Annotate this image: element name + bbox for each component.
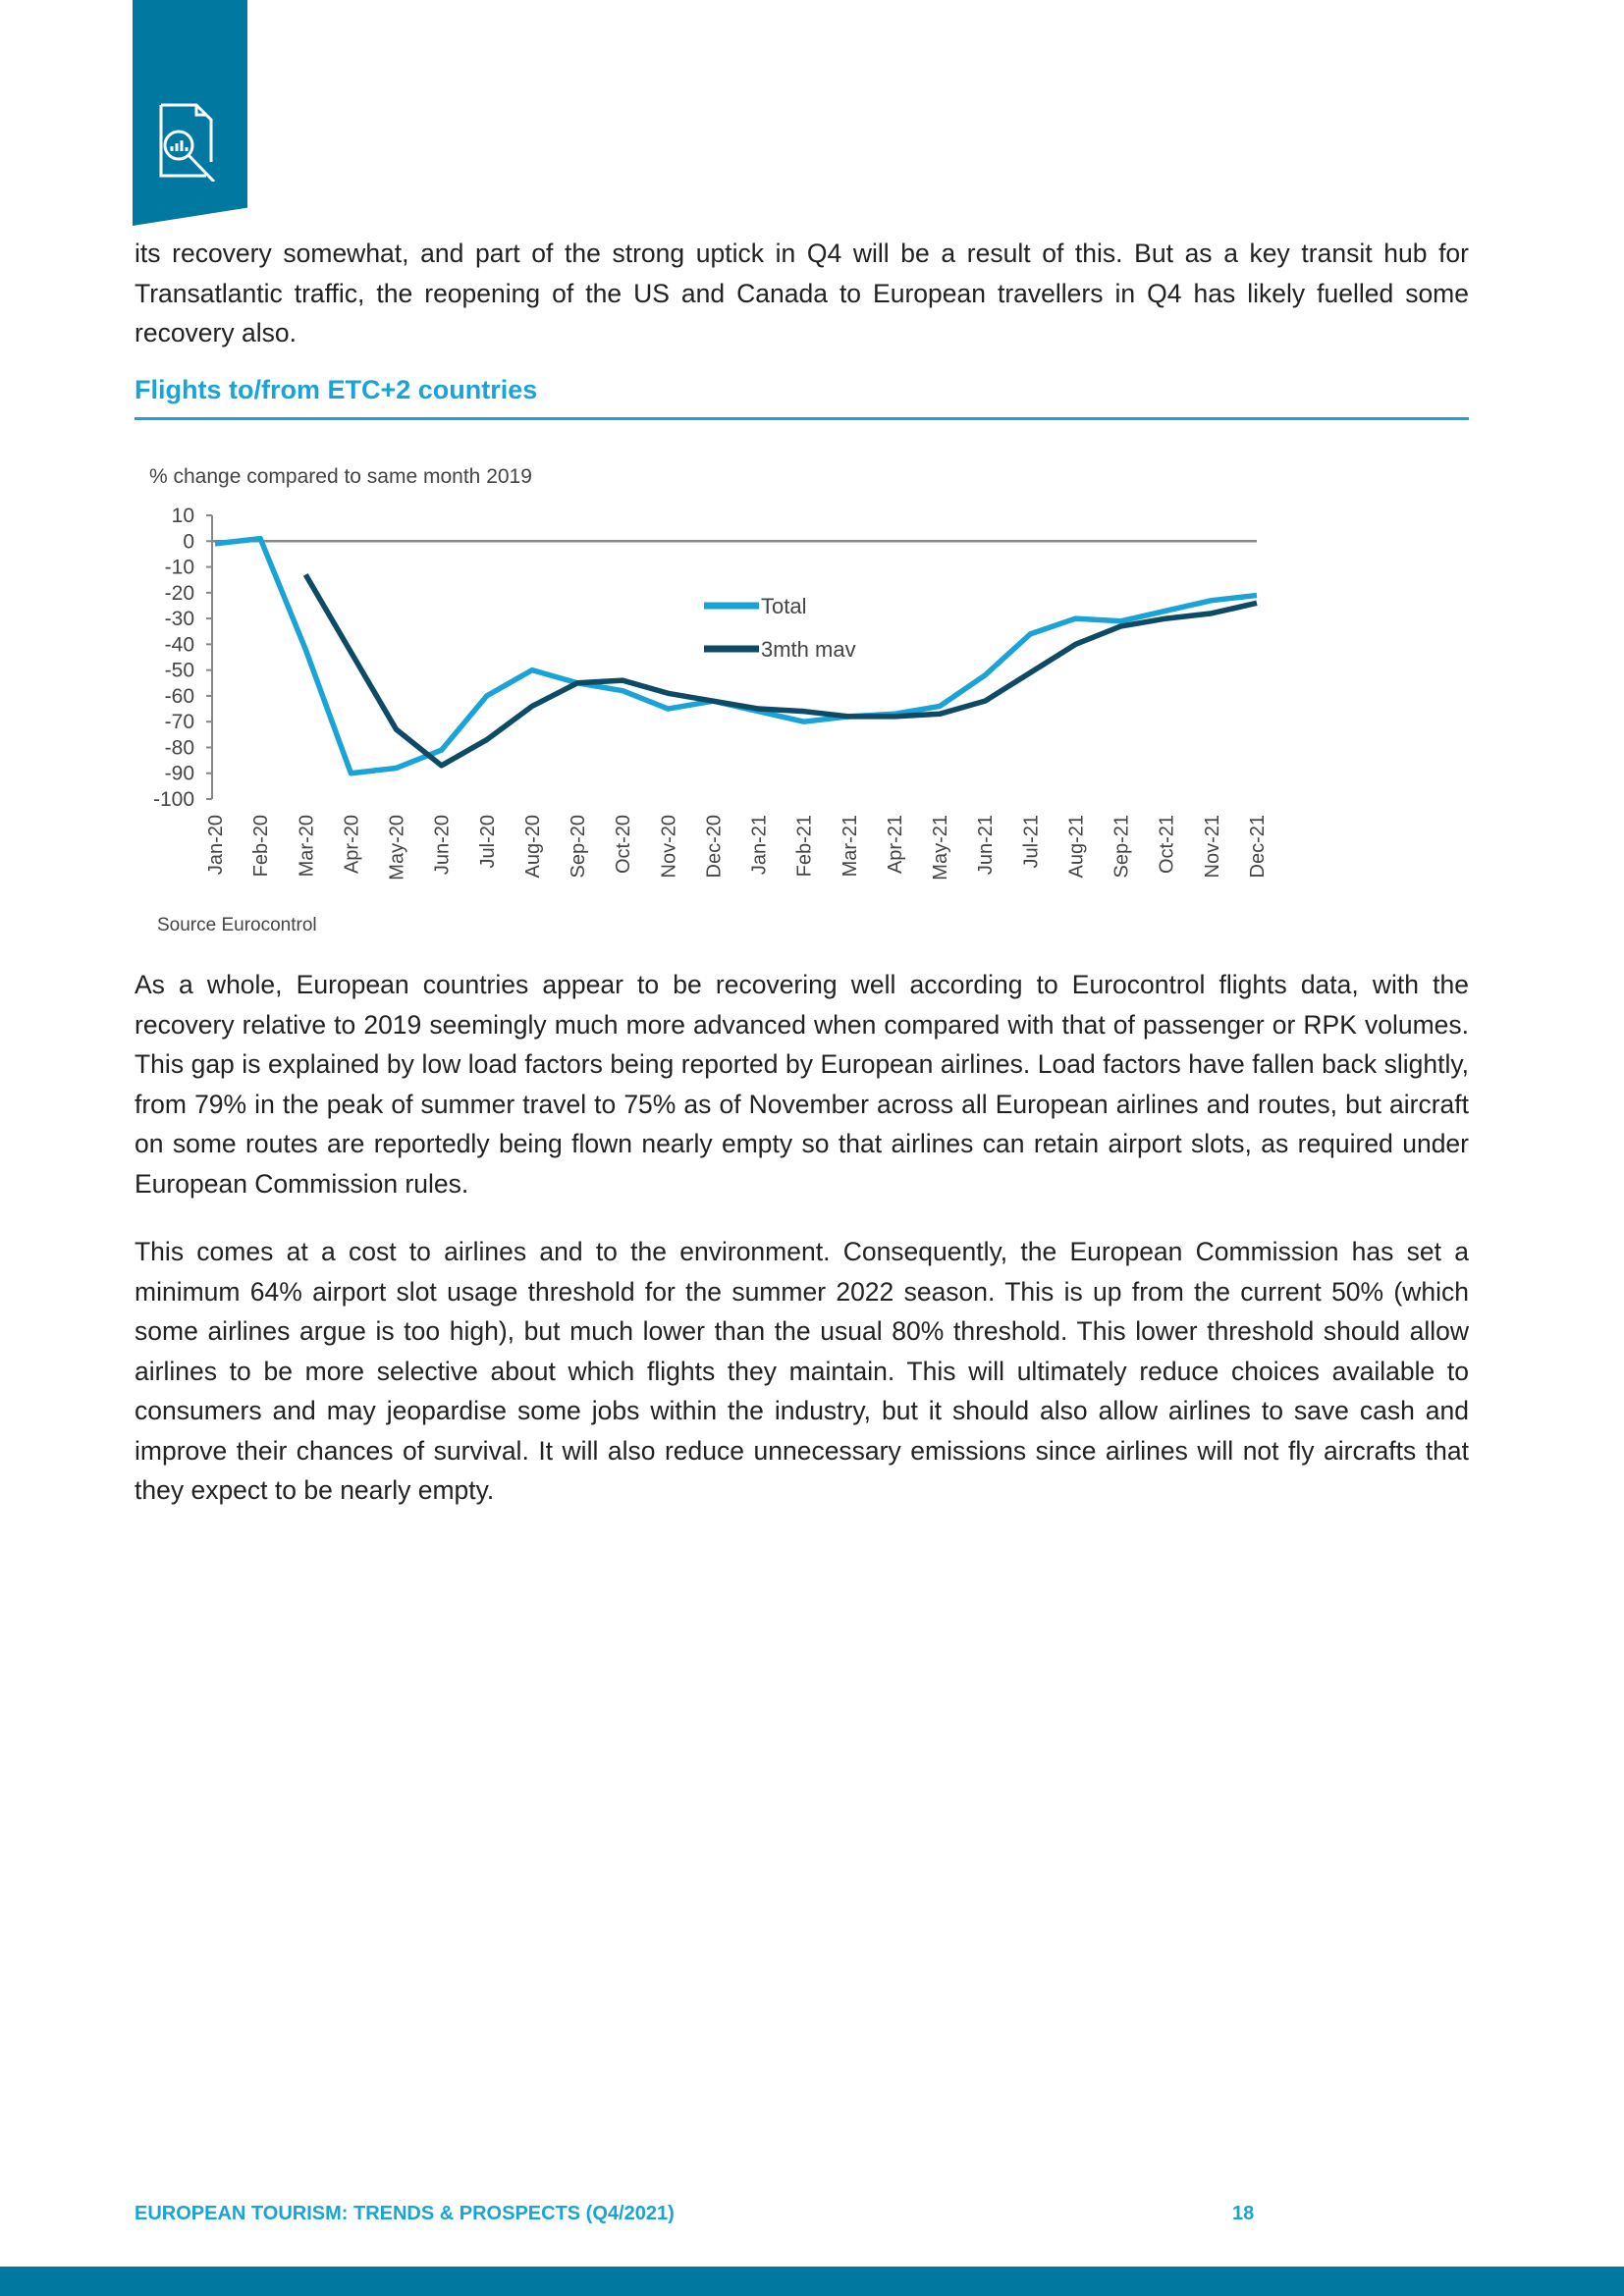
y-tick-label: -100 <box>153 788 194 811</box>
y-tick-label: -60 <box>165 685 194 708</box>
x-tick-label: Feb-21 <box>794 815 816 877</box>
y-tick-label: -50 <box>165 660 194 682</box>
y-tick-label: 0 <box>183 530 194 553</box>
body-paragraph: This comes at a cost to airlines and to … <box>135 1237 1469 1505</box>
x-tick-label: Apr-20 <box>341 815 362 874</box>
x-tick-label: Jul-20 <box>477 815 499 868</box>
x-tick-label: Oct-21 <box>1157 815 1178 874</box>
x-tick-label: Apr-21 <box>885 815 906 874</box>
x-tick-label: Dec-21 <box>1247 815 1269 878</box>
report-analysis-icon <box>159 103 216 182</box>
x-tick-label: Mar-21 <box>839 815 861 877</box>
body-paragraph: its recovery somewhat, and part of the s… <box>135 239 1469 347</box>
x-tick-label: Aug-21 <box>1065 815 1087 879</box>
footer-bar <box>0 2267 1624 2296</box>
legend-total-label: Total <box>761 594 806 618</box>
y-tick-label: -40 <box>165 633 194 656</box>
section-heading: Flights to/from ETC+2 countries <box>135 375 538 404</box>
legend-mav-label: 3mth mav <box>761 637 856 662</box>
y-tick-label: -70 <box>165 711 194 733</box>
section-tab <box>133 0 247 226</box>
x-tick-label: Jun-20 <box>432 815 454 875</box>
y-tick-label: -80 <box>165 736 194 759</box>
series-line-3mth-mav <box>302 573 1258 769</box>
x-tick-label: Oct-20 <box>613 815 634 874</box>
x-tick-label: Nov-20 <box>658 815 679 878</box>
x-tick-label: Jul-21 <box>1020 815 1042 868</box>
chart-source: Source Eurocontrol <box>157 915 317 935</box>
heading-rule <box>135 417 1469 420</box>
page-number: 18 <box>1232 2203 1255 2224</box>
y-tick-label: 10 <box>172 505 194 527</box>
x-tick-label: Mar-20 <box>296 815 317 877</box>
y-tick-label: -10 <box>165 557 194 579</box>
legend: Total 3mth mav <box>704 594 856 662</box>
x-tick-label: Aug-20 <box>522 815 544 879</box>
x-tick-label: Feb-20 <box>250 815 272 877</box>
x-tick-label: Jun-21 <box>975 815 997 875</box>
x-tick-label: May-21 <box>930 815 951 881</box>
series-line-total <box>214 535 1258 776</box>
x-tick-label: Nov-21 <box>1202 815 1223 878</box>
x-tick-label: Jan-20 <box>205 815 227 875</box>
body-paragraph: As a whole, European countries appear to… <box>135 970 1469 1199</box>
x-tick-label: Jan-21 <box>749 815 771 875</box>
x-tick-label: Sep-21 <box>1111 815 1133 879</box>
footer-title: EUROPEAN TOURISM: TRENDS & PROSPECTS (Q4… <box>135 2203 675 2224</box>
x-tick-label: Dec-20 <box>703 815 725 878</box>
flights-chart: % change compared to same month 2019 10 0… <box>149 465 1269 935</box>
y-tick-label: -90 <box>165 763 194 785</box>
y-tick-label: -20 <box>165 582 194 605</box>
chart-title: % change compared to same month 2019 <box>149 465 532 488</box>
x-tick-label: May-20 <box>387 815 408 881</box>
y-tick-label: -30 <box>165 608 194 630</box>
x-tick-label: Sep-20 <box>568 815 589 879</box>
